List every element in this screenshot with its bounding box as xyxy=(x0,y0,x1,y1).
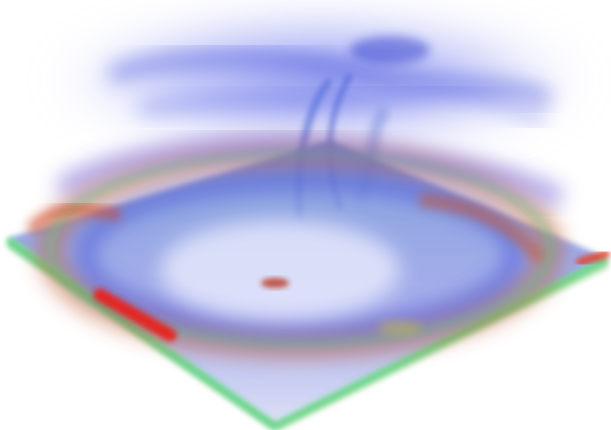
hot-spot xyxy=(261,278,289,288)
ring-center xyxy=(160,220,400,320)
volume-rendering xyxy=(0,0,611,430)
warm-spot xyxy=(378,321,422,335)
page xyxy=(0,0,611,430)
cloud-core xyxy=(350,36,430,64)
cloud-halo xyxy=(50,5,590,155)
upper-cloud xyxy=(50,5,590,155)
